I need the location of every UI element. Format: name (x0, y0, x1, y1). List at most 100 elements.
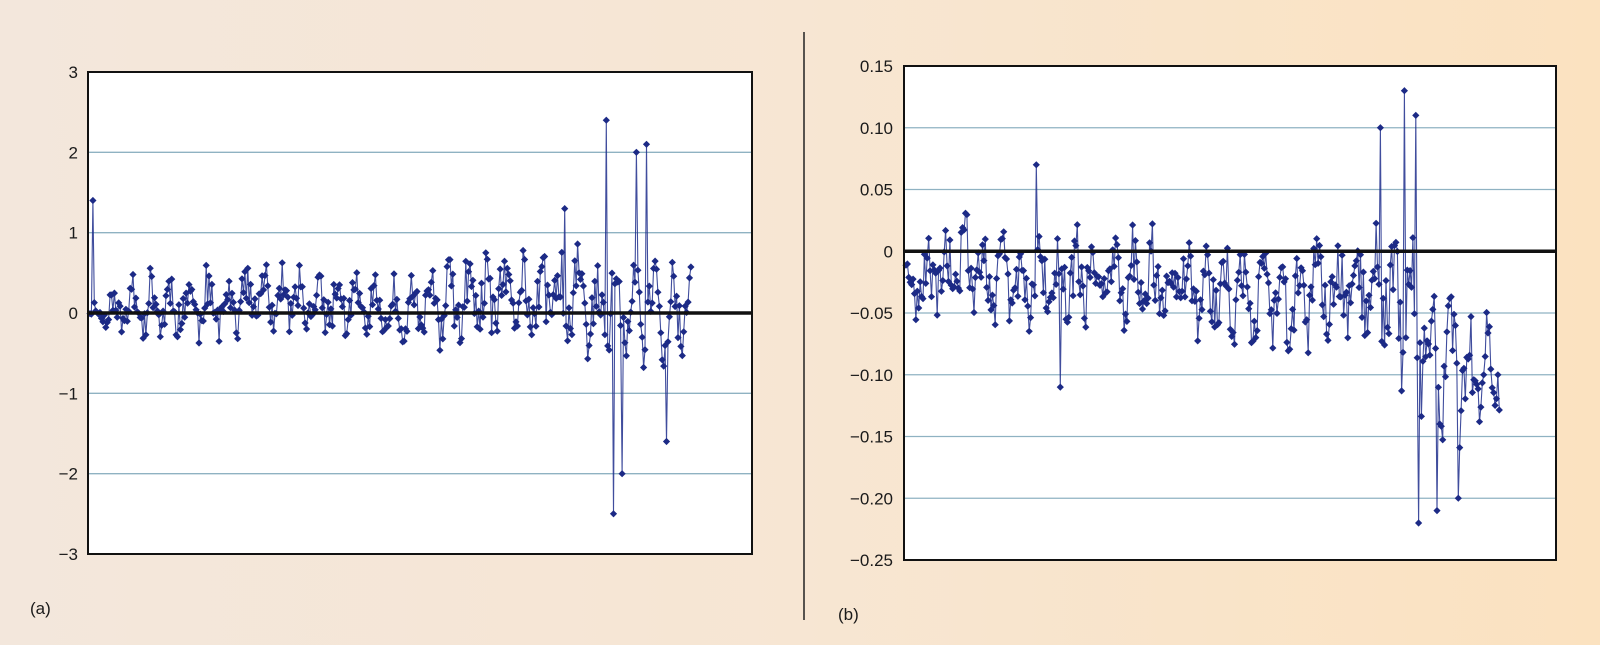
data-point-a (586, 330, 595, 338)
data-point-a (651, 257, 659, 265)
data-point-a (532, 322, 540, 330)
data-point-b (1146, 239, 1154, 247)
data-point-a (251, 295, 259, 303)
data-point-a (678, 352, 686, 360)
data-point-b (1300, 281, 1308, 289)
data-point-a (292, 294, 301, 302)
data-point-b (1021, 296, 1029, 304)
data-point-b (1036, 253, 1045, 261)
data-point-b (1068, 253, 1076, 261)
data-point-b (925, 234, 933, 242)
data-point-b (1416, 339, 1424, 347)
data-point-b (953, 277, 961, 285)
data-point-a (123, 317, 131, 325)
data-point-a (287, 299, 295, 308)
data-point-b (1150, 281, 1158, 289)
data-point-b (943, 262, 951, 270)
data-point-b (1359, 268, 1367, 276)
data-point-a (280, 291, 288, 299)
data-point-a (413, 287, 421, 296)
data-point-b (981, 235, 989, 243)
data-point-b (1454, 494, 1462, 502)
data-point-b (1085, 267, 1093, 275)
data-point-a (598, 291, 606, 299)
data-point-b (1025, 327, 1033, 335)
data-point-b (1461, 395, 1469, 403)
data-point-a (426, 291, 434, 299)
data-point-a (502, 288, 510, 296)
data-point-a (242, 294, 250, 302)
data-point-a (545, 291, 553, 299)
data-point-b (1212, 286, 1220, 294)
data-point-b (1372, 219, 1380, 227)
data-point-a (591, 277, 599, 285)
data-point-b (932, 269, 940, 277)
data-point-b (1317, 253, 1325, 261)
data-point-b (922, 279, 930, 287)
data-point-a (244, 264, 252, 272)
data-point-a (397, 325, 405, 333)
data-point-a (191, 300, 199, 308)
data-point-a (670, 272, 678, 280)
data-point-b (1415, 519, 1423, 527)
data-point-b (1410, 310, 1418, 318)
data-point-a (308, 311, 316, 319)
data-point-b (1314, 259, 1322, 267)
data-point-a (664, 338, 672, 346)
data-point-a (404, 298, 412, 306)
plot-frame-a (87, 71, 753, 555)
data-point-a (291, 283, 299, 291)
data-point-b (1133, 258, 1141, 266)
data-point-b (1019, 267, 1028, 275)
data-point-a (414, 325, 422, 333)
data-point-a (407, 271, 415, 280)
data-point-b (1347, 299, 1355, 307)
data-point-a (450, 322, 458, 330)
data-point-b (1344, 334, 1352, 342)
data-point-a (571, 257, 579, 265)
data-point-a (522, 297, 530, 305)
data-point-a (237, 298, 245, 306)
data-point-b (1178, 287, 1186, 295)
data-point-a (667, 298, 675, 306)
data-point-a (376, 296, 384, 304)
data-point-b (1481, 352, 1489, 361)
data-point-a (565, 304, 573, 312)
data-point-a (149, 304, 157, 312)
data-point-a (150, 294, 159, 302)
data-point-a (510, 324, 519, 332)
data-point-b (990, 301, 998, 310)
data-point-a (440, 312, 448, 320)
data-point-a (585, 341, 593, 350)
data-point-a (493, 327, 501, 335)
panel-a: 3 2 1 0 −1 −2 −3 (a) (30, 63, 753, 618)
data-point-b (1143, 299, 1151, 308)
data-point-b (1392, 238, 1400, 246)
data-point-a (247, 280, 255, 288)
data-point-a (285, 328, 293, 336)
y-tick-label-a: −3 (59, 545, 78, 564)
data-point-a (249, 303, 258, 311)
data-point-b (1412, 111, 1420, 119)
data-point-a (100, 311, 108, 319)
data-point-b (1116, 297, 1124, 305)
data-point-a (558, 248, 566, 256)
data-point-b (998, 235, 1006, 243)
data-point-a (621, 339, 629, 347)
data-point-b (1205, 269, 1213, 277)
data-point-b (1238, 282, 1246, 290)
data-point-b (1490, 389, 1498, 397)
data-point-a (327, 305, 335, 313)
data-point-b (1383, 323, 1392, 331)
data-point-b (1276, 273, 1284, 281)
data-point-b (1192, 287, 1200, 295)
data-point-b (1355, 283, 1363, 292)
data-point-b (1229, 328, 1237, 337)
data-point-b (1349, 271, 1358, 279)
data-point-a (463, 297, 471, 305)
data-point-a (214, 306, 222, 314)
data-point-b (1440, 362, 1448, 370)
data-point-b (1290, 326, 1298, 334)
data-point-b (1184, 262, 1192, 270)
data-point-b (1235, 268, 1243, 276)
